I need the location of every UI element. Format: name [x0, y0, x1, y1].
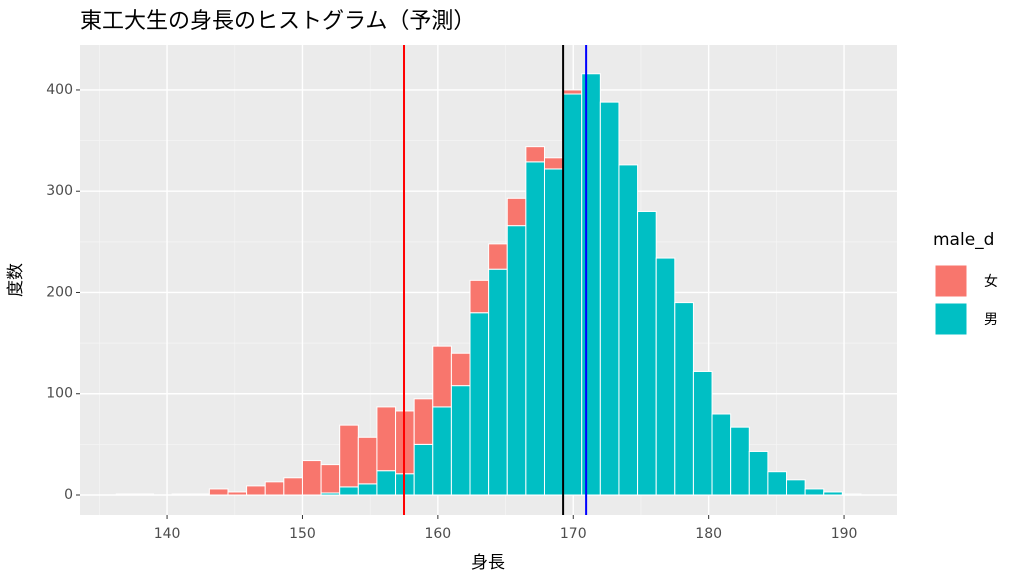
- histogram-bar: [767, 471, 788, 496]
- histogram-bar: [581, 73, 601, 496]
- histogram-bar: [730, 426, 750, 496]
- histogram-bar: [376, 406, 397, 472]
- histogram-bar: [357, 483, 378, 496]
- histogram-bar: [190, 493, 210, 496]
- histogram-bar: [339, 424, 359, 488]
- histogram-bar: [655, 257, 676, 496]
- x-axis-label: 身長: [471, 553, 505, 573]
- x-tick-label: 140: [154, 526, 181, 542]
- histogram-bar: [450, 352, 471, 387]
- histogram-bar: [488, 268, 508, 496]
- y-axis-label: 度数: [6, 263, 26, 297]
- histogram-bar: [246, 485, 266, 496]
- x-tick-label: 170: [560, 526, 587, 542]
- histogram-bar: [692, 370, 713, 496]
- histogram-bar: [413, 443, 434, 496]
- histogram-bar: [357, 436, 378, 485]
- y-tick-label: 0: [64, 487, 73, 503]
- y-tick-label: 300: [46, 183, 73, 199]
- histogram-bar: [599, 101, 620, 496]
- legend-label: 女: [984, 273, 998, 290]
- histogram-bar: [264, 481, 285, 496]
- histogram-bar: [823, 491, 843, 496]
- histogram-bar: [543, 157, 564, 170]
- histogram-bar: [134, 493, 155, 496]
- histogram-bar: [469, 312, 490, 496]
- y-tick-label: 100: [46, 386, 73, 402]
- histogram-bar: [637, 210, 657, 496]
- y-tick-label: 400: [46, 82, 73, 98]
- histogram-bar: [506, 225, 527, 496]
- histogram-bar: [208, 488, 229, 496]
- legend-key: [934, 264, 968, 298]
- histogram-bar: [376, 470, 397, 496]
- histogram-bar: [171, 493, 192, 496]
- x-tick-label: 190: [831, 526, 858, 542]
- histogram-bar: [804, 488, 825, 496]
- histogram-bar: [488, 243, 508, 270]
- histogram-bar: [525, 146, 545, 163]
- histogram-bar: [227, 491, 248, 496]
- histogram-bar: [562, 93, 583, 496]
- legend-label: 男: [984, 312, 998, 328]
- x-tick-label: 150: [289, 526, 316, 542]
- histogram-bar: [711, 413, 732, 496]
- histogram-bar: [320, 464, 341, 494]
- histogram-bar: [469, 279, 490, 314]
- histogram-bar: [543, 168, 564, 496]
- legend-title: male_d: [933, 230, 994, 250]
- histogram-bar: [432, 345, 452, 408]
- histogram-bar: [432, 406, 452, 496]
- histogram-bar: [841, 493, 862, 496]
- histogram-bar: [413, 398, 434, 445]
- histogram-bar: [301, 460, 322, 496]
- histogram-bar: [283, 477, 303, 496]
- histogram-bar: [786, 479, 806, 496]
- histogram-bar: [506, 197, 527, 227]
- legend-key: [934, 302, 968, 336]
- histogram-bar: [748, 450, 769, 496]
- y-tick-label: 200: [46, 284, 73, 300]
- histogram-bar: [562, 89, 583, 95]
- histogram-bar: [525, 161, 545, 496]
- histogram-bar: [115, 493, 136, 496]
- x-tick-label: 180: [695, 526, 722, 542]
- histogram-bar: [339, 486, 359, 496]
- histogram-bar: [450, 385, 471, 496]
- chart-title: 東工大生の身長のヒストグラム（予測）: [80, 9, 475, 34]
- histogram-bar: [618, 164, 639, 496]
- x-tick-label: 160: [424, 526, 451, 542]
- histogram-bar: [674, 302, 694, 496]
